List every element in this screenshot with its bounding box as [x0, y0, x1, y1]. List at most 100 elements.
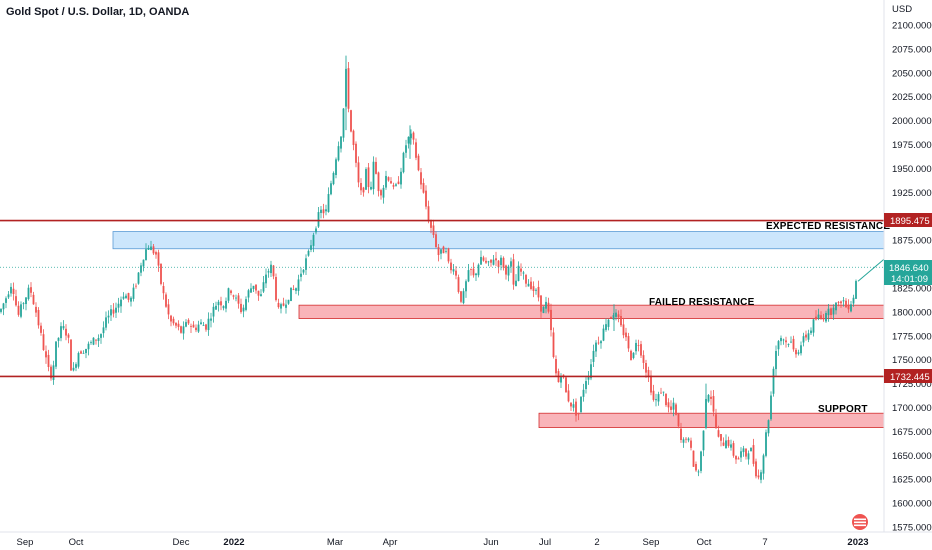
candle-body — [440, 249, 442, 254]
candle-body — [352, 130, 355, 145]
candle-body — [762, 455, 765, 474]
support-zone[interactable] — [538, 412, 885, 428]
candle-body — [767, 420, 770, 434]
candle-body — [147, 247, 150, 250]
y-tick-label: 2050.000 — [892, 68, 932, 79]
candle-body — [520, 268, 522, 272]
candle-body — [725, 440, 727, 449]
candle-body — [455, 270, 457, 276]
candle-body — [500, 257, 502, 266]
candle-body — [737, 458, 740, 460]
candle-body — [270, 264, 272, 274]
candle-body — [387, 177, 390, 181]
candle-body — [117, 303, 120, 308]
candle-body — [107, 315, 110, 318]
y-tick-label: 1575.000 — [892, 523, 932, 534]
candle-body — [227, 288, 230, 301]
candle-body — [602, 328, 605, 341]
candle-body — [652, 390, 655, 400]
candle-body — [665, 393, 667, 406]
candle-body — [392, 185, 395, 187]
candle-body — [492, 259, 495, 265]
y-tick-label: 2100.000 — [892, 21, 932, 32]
candle-body — [785, 340, 787, 343]
tradingview-flag-icon[interactable] — [852, 514, 868, 530]
candle-body — [587, 376, 590, 380]
candle-body — [620, 316, 622, 326]
candle-body — [657, 394, 660, 402]
candle-body — [590, 364, 592, 379]
candle-body — [720, 434, 722, 441]
candle-body — [497, 260, 500, 268]
candle-body — [852, 297, 855, 304]
candle-body — [507, 266, 510, 276]
candle-body — [7, 294, 10, 298]
badge-countdown-text: 14:01:09 — [891, 274, 928, 285]
candle-body — [465, 281, 467, 292]
candle-body — [215, 305, 217, 310]
x-axis-ticks[interactable]: Sep Oct Dec 2022 Mar Apr Jun Jul 2 Sep Oct 7 2023 — [17, 537, 869, 548]
candle-body — [177, 323, 180, 327]
chart-title: Gold Spot / U.S. Dollar, 1D, OANDA — [6, 6, 189, 18]
candle-body — [12, 288, 15, 294]
candle-body — [115, 307, 117, 313]
candle-body — [615, 312, 617, 317]
candle-body — [750, 447, 752, 452]
expected-resistance-zone[interactable] — [112, 231, 885, 250]
y-tick-label: 2000.000 — [892, 116, 932, 127]
candle-body — [777, 341, 780, 350]
candle-body — [637, 345, 640, 346]
candle-body — [292, 289, 295, 291]
x-tick-label: 2023 — [847, 537, 868, 548]
failed-resistance-zone[interactable] — [298, 304, 885, 319]
candle-body — [807, 333, 810, 340]
candle-body — [25, 297, 27, 305]
x-tick-label: Sep — [17, 537, 34, 548]
candle-body — [595, 342, 597, 352]
candle-body — [175, 322, 177, 326]
candle-body — [670, 406, 672, 410]
candle-body — [612, 315, 615, 320]
candle-body — [257, 290, 260, 296]
candle-body — [287, 299, 290, 304]
candle-body — [772, 368, 775, 394]
candle-body — [152, 246, 155, 254]
candle-body — [300, 273, 302, 277]
candle-body — [412, 132, 415, 140]
y-tick-label: 1800.000 — [892, 307, 932, 318]
price-connector — [857, 258, 885, 282]
candle-body — [432, 225, 435, 235]
candle-body — [732, 443, 735, 456]
y-tick-label: 1650.000 — [892, 451, 932, 462]
candle-body — [185, 322, 187, 327]
x-tick-label: Sep — [643, 537, 660, 548]
candle-body — [490, 259, 492, 263]
candle-body — [170, 315, 172, 322]
candle-body — [282, 303, 285, 306]
candle-body — [610, 317, 612, 318]
candle-body — [662, 391, 665, 393]
candle-body — [685, 438, 687, 440]
candle-body — [240, 303, 242, 313]
candle-body — [840, 301, 842, 304]
candle-body — [505, 265, 507, 275]
candle-body — [295, 288, 297, 291]
candle-body — [547, 302, 550, 312]
candle-body — [72, 367, 75, 371]
candle-body — [830, 308, 832, 315]
candle-body — [67, 334, 70, 338]
candle-body — [680, 428, 682, 440]
candle-body — [280, 304, 282, 309]
x-tick-label: Dec — [173, 537, 190, 548]
y-tick-label: 2075.000 — [892, 44, 932, 55]
candle-body — [277, 302, 280, 308]
candle-body — [850, 304, 852, 312]
candle-body — [190, 325, 192, 327]
candle-body — [572, 404, 575, 408]
candle-body — [605, 324, 607, 330]
candle-body — [377, 172, 380, 192]
candle-body — [307, 250, 310, 256]
candle-body — [222, 306, 225, 309]
candle-body — [797, 352, 800, 354]
